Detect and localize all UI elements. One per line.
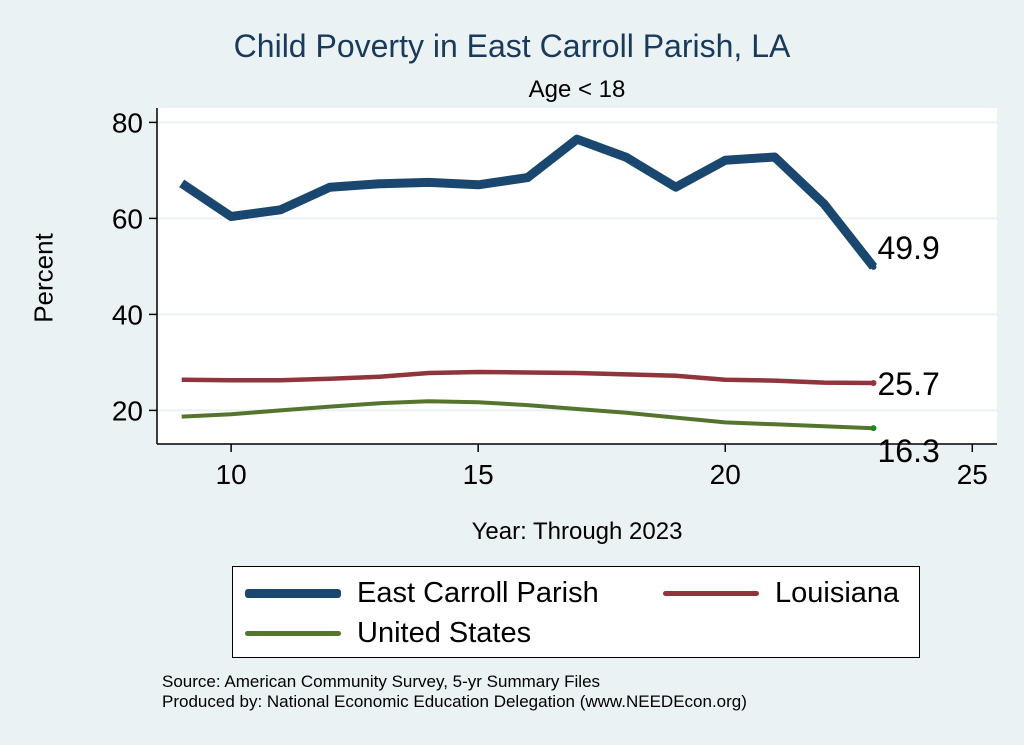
legend: East Carroll Parish Louisiana United Sta… bbox=[232, 566, 920, 658]
legend-label-united-states: United States bbox=[357, 617, 532, 649]
chart-subtitle: Age < 18 bbox=[528, 76, 626, 103]
legend-item-united-states: United States bbox=[245, 617, 531, 650]
legend-item-louisiana: Louisiana bbox=[663, 577, 899, 610]
y-tick-label: 20 bbox=[112, 395, 143, 426]
x-tick-label: 10 bbox=[216, 459, 247, 490]
y-tick-label: 80 bbox=[112, 107, 143, 138]
series-endpoint-east-carroll bbox=[870, 263, 877, 270]
y-tick-label: 60 bbox=[112, 203, 143, 234]
legend-item-east-carroll: East Carroll Parish bbox=[245, 577, 599, 610]
end-label-east-carroll: 49.9 bbox=[877, 230, 939, 266]
series-line-louisiana bbox=[181, 369, 874, 386]
produced-by-line: Produced by: National Economic Education… bbox=[162, 692, 747, 711]
end-label-united-states: 16.3 bbox=[877, 433, 939, 469]
x-tick-label: 15 bbox=[463, 459, 494, 490]
legend-label-east-carroll: East Carroll Parish bbox=[357, 577, 599, 609]
y-axis-label: Percent bbox=[28, 233, 59, 323]
x-tick-label: 25 bbox=[957, 459, 988, 490]
series-line-united-states bbox=[181, 399, 874, 431]
source-line: Source: American Community Survey, 5-yr … bbox=[162, 672, 601, 691]
series-line-east-carroll bbox=[179, 134, 878, 270]
source-note: Source: American Community Survey, 5-yr … bbox=[162, 672, 747, 712]
legend-swatch-louisiana bbox=[663, 591, 759, 596]
end-label-louisiana: 25.7 bbox=[877, 366, 939, 402]
y-tick-label: 40 bbox=[112, 299, 143, 330]
plot-background bbox=[157, 108, 997, 444]
series-endpoint-louisiana bbox=[870, 380, 877, 387]
x-tick-label: 20 bbox=[710, 459, 741, 490]
legend-swatch-east-carroll bbox=[245, 589, 341, 598]
chart-title: Child Poverty in East Carroll Parish, LA bbox=[233, 28, 791, 64]
legend-swatch-united-states bbox=[245, 631, 341, 636]
x-axis-label: Year: Through 2023 bbox=[471, 518, 683, 545]
legend-label-louisiana: Louisiana bbox=[775, 577, 900, 609]
series-endpoint-united-states bbox=[870, 425, 877, 432]
